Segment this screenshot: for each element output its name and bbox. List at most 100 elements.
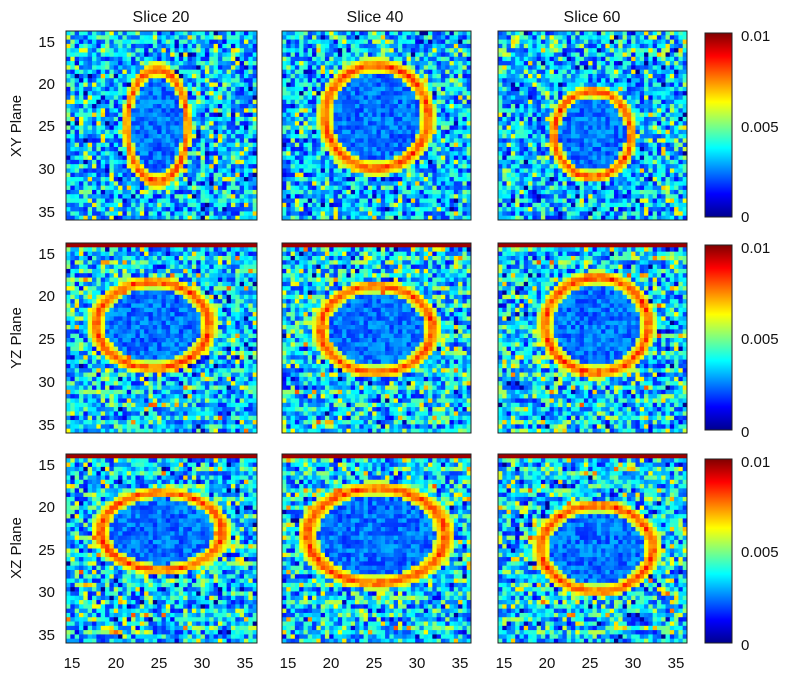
heatmap-cell [415, 215, 420, 221]
heatmap-cell [540, 78, 546, 83]
heatmap-cell [445, 69, 450, 75]
heatmap-cell [148, 56, 154, 62]
heatmap-cell [458, 168, 463, 174]
heatmap-cell [528, 78, 533, 83]
heatmap-cell [346, 121, 352, 126]
heatmap-cell [213, 207, 219, 212]
heatmap-cell [161, 78, 167, 83]
heatmap-cell [355, 164, 360, 169]
heatmap-cell [519, 48, 525, 53]
heatmap-cell [174, 104, 180, 109]
heatmap-cell [135, 211, 141, 217]
heatmap-cell [528, 39, 533, 45]
heatmap-cell [96, 138, 102, 144]
heatmap-cell [187, 189, 193, 195]
heatmap-cell [282, 164, 287, 169]
heatmap-cell [333, 172, 339, 178]
heatmap-cell [337, 35, 343, 40]
heatmap-cell [665, 69, 671, 75]
heatmap-cell [498, 35, 503, 40]
heatmap-cell [217, 108, 223, 114]
heatmap-cell [656, 78, 662, 83]
heatmap-cell [363, 151, 369, 156]
heatmap-cell [678, 39, 684, 45]
heatmap-cell [83, 78, 89, 83]
heatmap-cell [652, 61, 658, 66]
heatmap-cell [161, 35, 167, 40]
heatmap-cell [235, 121, 241, 126]
heatmap-cell [466, 185, 472, 191]
heatmap-cell [235, 73, 241, 79]
heatmap-cell [436, 189, 442, 195]
heatmap-cell [290, 69, 296, 75]
heatmap-cell [466, 215, 472, 221]
heatmap-cell [583, 82, 589, 88]
heatmap-cell [648, 61, 654, 66]
heatmap-cell [449, 146, 455, 152]
heatmap-cell [355, 31, 360, 36]
heatmap-cell [66, 82, 71, 88]
heatmap-cell [157, 185, 162, 191]
heatmap-cell [579, 104, 585, 109]
heatmap-cell [187, 99, 193, 105]
heatmap-cell [96, 129, 102, 135]
heatmap-cell [367, 121, 373, 126]
heatmap-cell [92, 134, 97, 139]
heatmap-cell [458, 78, 463, 83]
heatmap-cell [631, 104, 636, 109]
heatmap-cell [466, 43, 472, 49]
heatmap-cell [523, 99, 529, 105]
heatmap-cell [536, 69, 542, 75]
heatmap-cell [536, 73, 542, 79]
heatmap-cell [226, 56, 232, 62]
heatmap-cell [410, 194, 416, 199]
heatmap-cell [458, 86, 463, 92]
heatmap-cell [656, 86, 662, 92]
heatmap-cell [506, 116, 512, 122]
heatmap-cell [393, 181, 399, 187]
heatmap-cell [139, 52, 145, 58]
heatmap-cell [96, 194, 102, 199]
heatmap-cell [549, 65, 555, 71]
heatmap-cell [252, 112, 258, 118]
heatmap-cell [596, 86, 602, 92]
heatmap-cell [458, 99, 463, 105]
heatmap-cell [222, 48, 228, 53]
heatmap-cell [458, 61, 463, 66]
heatmap-cell [316, 86, 322, 92]
heatmap-cell [294, 177, 300, 182]
heatmap-cell [312, 194, 317, 199]
heatmap-cell [139, 194, 145, 199]
heatmap-cell [131, 43, 136, 49]
heatmap-cell [410, 95, 416, 101]
heatmap-cell [376, 78, 382, 83]
heatmap-cell [397, 99, 403, 105]
heatmap-cell [109, 48, 115, 53]
heatmap-cell [324, 61, 330, 66]
heatmap-cell [144, 159, 149, 165]
heatmap-cell [502, 138, 507, 144]
heatmap-cell [324, 73, 330, 79]
heatmap-cell [290, 61, 296, 66]
heatmap-cell [157, 198, 162, 204]
heatmap-cell [96, 125, 102, 131]
heatmap-cell [363, 95, 369, 101]
heatmap-cell [571, 43, 576, 49]
heatmap-cell [588, 48, 593, 53]
heatmap-cell [337, 95, 343, 101]
heatmap-cell [204, 82, 210, 88]
heatmap-cell [126, 52, 132, 58]
heatmap-cell [648, 104, 654, 109]
heatmap-cell [389, 61, 395, 66]
heatmap-cell [601, 43, 606, 49]
heatmap-cell [579, 91, 585, 96]
heatmap-cell [239, 181, 245, 187]
heatmap-cell [222, 65, 228, 71]
heatmap-cell [605, 82, 611, 88]
heatmap-cell [213, 138, 219, 144]
heatmap-cell [329, 146, 334, 152]
heatmap-cell [428, 82, 433, 88]
heatmap-cell [235, 129, 241, 135]
heatmap-cell [148, 134, 154, 139]
heatmap-cell [536, 129, 542, 135]
